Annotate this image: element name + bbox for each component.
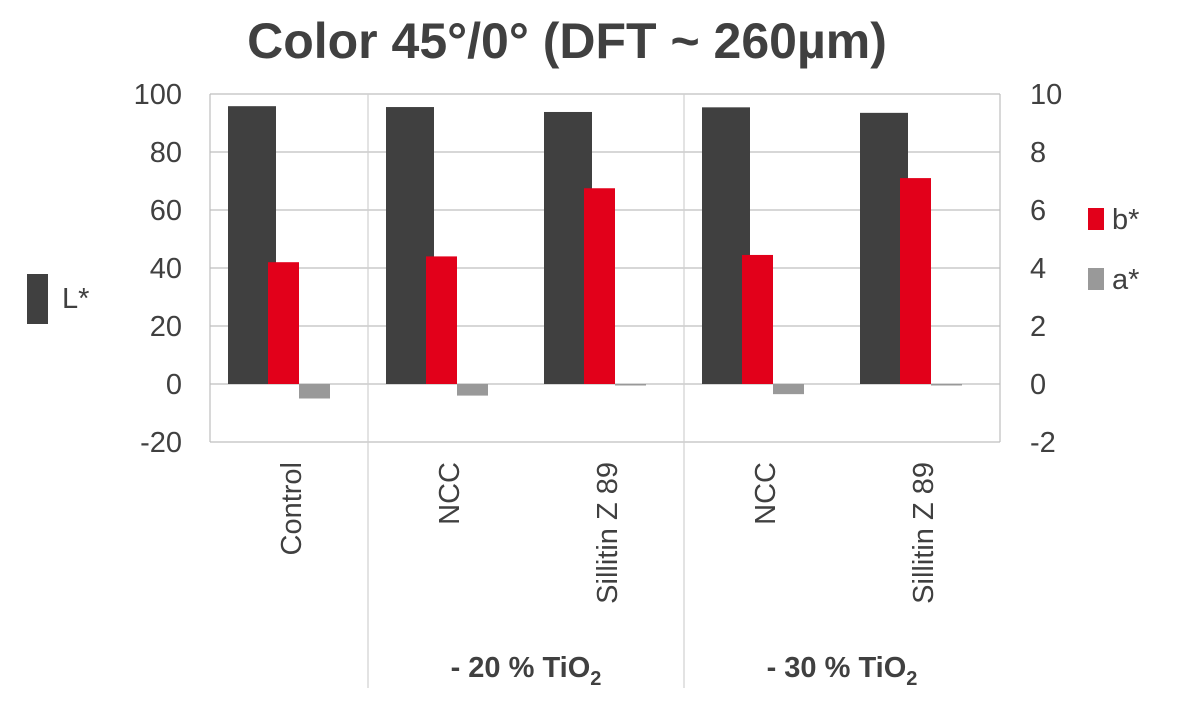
bars (228, 106, 962, 399)
y-right-tick-label: 0 (1030, 369, 1046, 401)
group-label-text: - 20 % TiO (451, 652, 591, 684)
group-label: - 30 % TiO2 (767, 652, 918, 690)
legend-swatch-bstar (1088, 208, 1104, 230)
legend-swatch-lstar (27, 274, 48, 324)
y-right-tick-label: 6 (1030, 195, 1046, 227)
y-right-tick-label: 8 (1030, 137, 1046, 169)
legend: L* b* a* (27, 204, 1139, 324)
bar-bstar (426, 256, 457, 384)
bar-astar (931, 384, 962, 386)
bar-astar (615, 384, 646, 386)
group-label-subscript: 2 (906, 668, 917, 690)
axes (209, 94, 1001, 688)
y-right-tick-label: 2 (1030, 311, 1046, 343)
category-label: Sillitin Z 89 (908, 462, 940, 604)
y-right-tick-label: 10 (1030, 79, 1062, 111)
category-label: NCC (434, 462, 466, 525)
y-left-tick-label: 80 (150, 137, 182, 169)
chart-title: Color 45°/0° (DFT ~ 260µm) (247, 13, 887, 69)
legend-label-bstar: b* (1112, 204, 1139, 236)
bar-bstar (268, 262, 299, 384)
y-left-tick-label: 0 (166, 369, 182, 401)
bar-bstar (584, 188, 615, 384)
y-left-tick-label: 60 (150, 195, 182, 227)
bar-astar (299, 384, 330, 399)
group-label-subscript: 2 (590, 668, 601, 690)
legend-label-astar: a* (1112, 264, 1139, 296)
legend-swatch-astar (1088, 268, 1104, 290)
bar-astar (773, 384, 804, 395)
group-label: - 20 % TiO2 (451, 652, 602, 690)
y-left-tick-label: 40 (150, 253, 182, 285)
y-left-tick-label: 100 (134, 79, 182, 111)
y-left-tick-label: -20 (140, 427, 182, 459)
legend-label-lstar: L* (62, 283, 89, 315)
category-label: Control (276, 462, 308, 556)
y-right-tick-label: -2 (1030, 427, 1056, 459)
bar-bstar (900, 178, 931, 384)
bar-astar (457, 384, 488, 396)
category-label: Sillitin Z 89 (592, 462, 624, 604)
category-label: NCC (750, 462, 782, 525)
group-label-text: - 30 % TiO (767, 652, 907, 684)
y-left-tick-label: 20 (150, 311, 182, 343)
bar-bstar (742, 254, 773, 384)
y-right-tick-label: 4 (1030, 253, 1046, 285)
